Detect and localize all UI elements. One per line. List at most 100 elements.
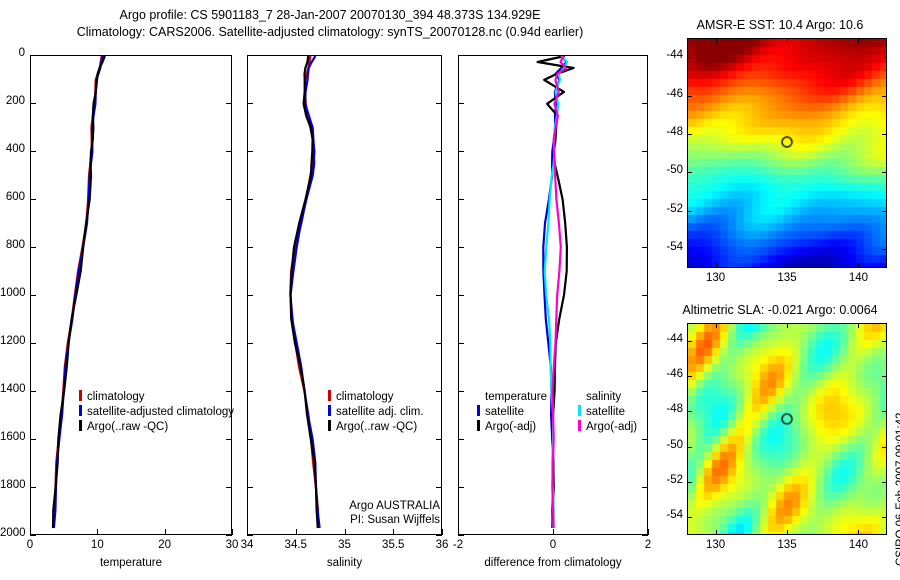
temperature-tick-mark [30,529,31,535]
depth-tick-mark [642,199,648,200]
depth-tick-mark [247,55,253,56]
legend-label: Argo(..raw -QC) [87,421,169,433]
salinity-tick-label: 34.5 [284,539,307,551]
temperature-profile-plot [30,55,232,535]
salinity-tick-mark [295,529,297,535]
salinity-legend-item: climatology [328,390,394,405]
difference-legend-salinity-item: satellite [578,405,625,420]
sst-map-x-tick [715,263,717,268]
legend-label: Argo(-adj) [586,421,638,433]
depth-tick-mark [458,151,464,152]
sla-map-y-tick [687,446,692,448]
sst-map-x-tick [787,263,788,268]
difference-legend-salinity-item: salinity [578,390,621,405]
legend-label: satellite adj. clim. [336,406,424,418]
depth-tick-mark [226,295,232,296]
depth-tick-mark [247,295,253,296]
sst-map-y-tick [687,248,692,250]
depth-tick-mark [436,487,442,488]
depth-tick-mark [458,535,464,536]
salinity-tick-label: 34 [240,539,254,551]
sla-map-y-tick [882,446,887,448]
depth-tick-label: 400 [5,143,25,155]
salinity-tick-mark [442,529,443,535]
sla-map-y-label: -50 [666,438,683,451]
depth-tick-mark [247,343,253,344]
depth-tick-mark [30,295,36,296]
depth-tick-label: 1800 [0,479,26,491]
depth-tick-mark [642,247,648,248]
depth-tick-mark [642,103,648,104]
difference-legend-temperature-item: temperature [477,390,547,405]
depth-tick-mark [30,55,36,56]
sst-map-y-tick [687,57,692,59]
depth-tick-mark [226,55,232,56]
depth-tick-mark [458,439,464,440]
legend-color-swatch [477,405,480,416]
depth-tick-mark [247,391,253,392]
depth-tick-mark [226,391,232,392]
temperature-legend-item: climatology [79,390,145,405]
sst-map-y-label: -46 [666,87,683,100]
csiro-timestamp: CSIRO 06-Feb-2007 09:01:42 [895,412,900,566]
sst-map-y-label: -52 [666,202,683,215]
depth-tick-mark [226,199,232,200]
salinity-tick-mark [247,529,248,535]
temperature-tick-label: 0 [26,539,34,551]
sla-map-y-tick [882,376,887,377]
depth-tick-mark [642,439,648,440]
legend-color-swatch [79,405,82,416]
sla-map-x-tick [858,323,860,328]
depth-tick-label: 0 [18,47,25,59]
depth-tick-label: 200 [5,95,25,107]
temperature-tick-mark [164,529,166,535]
difference-legend-temperature-item: Argo(-adj) [477,420,536,435]
depth-tick-mark [436,439,442,440]
depth-tick-mark [458,199,464,200]
sst-map-x-tick [715,38,717,43]
sst-map-y-tick [687,133,692,135]
depth-tick-mark [458,247,464,248]
depth-tick-mark [642,535,648,536]
temperature-tick-label: 20 [158,539,172,551]
sla-map-y-tick [687,340,692,342]
sla-map-y-label: -46 [666,368,683,380]
sst-map-y-tick [882,95,887,97]
sst-map [687,38,887,268]
argo-attribution-line2: PI: Susan Wijffels [350,514,440,526]
sst-map-y-label: -50 [666,164,683,177]
salinity-tick-label: 36 [435,539,449,551]
sst-map-y-tick [882,248,887,250]
sst-map-y-label: -54 [666,240,683,253]
sla-map-y-tick [687,376,692,377]
sst-map-x-tick [787,38,788,43]
depth-tick-mark [436,55,442,56]
sla-map-y-label: -44 [666,332,683,345]
legend-color-swatch [578,405,581,416]
sst-map-y-tick [687,95,692,97]
depth-tick-mark [458,487,464,488]
sst-map-y-tick [687,210,692,212]
depth-tick-mark [247,247,253,248]
depth-tick-mark [30,391,36,392]
sst-map-x-label: 135 [777,272,797,284]
legend-color-swatch [477,420,480,431]
temperature-legend-item: satellite-adjusted climatology [79,405,234,420]
sla-map-x-tick [858,530,860,535]
depth-tick-label: 800 [5,239,25,251]
depth-tick-mark [458,391,464,392]
sst-map-x-tick [858,38,860,43]
axis-label: salinity [326,557,363,569]
sla-map-x-tick [715,323,717,328]
depth-tick-mark [226,343,232,344]
depth-tick-mark [226,103,232,104]
depth-tick-mark [458,343,464,344]
page-title-line1: Argo profile: CS 5901183_7 28-Jan-2007 2… [119,8,541,22]
legend-label: climatology [336,391,394,403]
depth-tick-mark [247,487,253,488]
argo-attribution-line1: Argo AUSTRALIA [349,500,440,512]
depth-tick-mark [436,295,442,296]
depth-tick-mark [642,487,648,488]
sst-map-x-label: 140 [848,272,869,284]
sla-heatmap-canvas [688,324,886,534]
